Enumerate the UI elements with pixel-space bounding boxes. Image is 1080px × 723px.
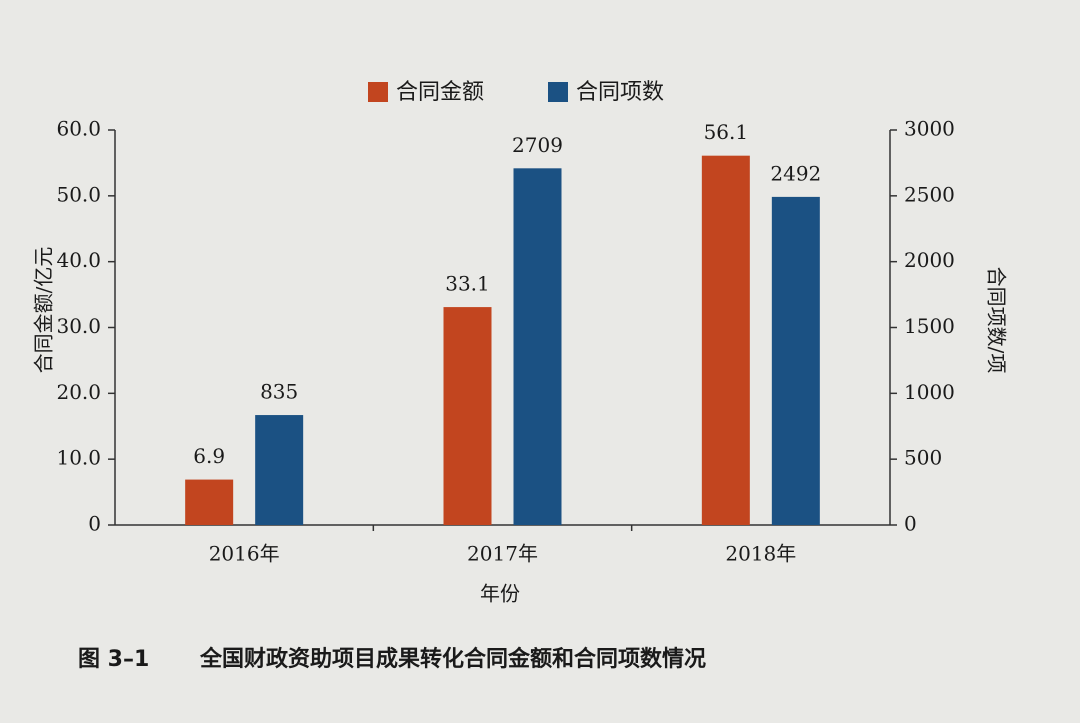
x-tick-label: 2017年 [467,542,538,566]
y2-tick-label: 1000 [904,380,955,404]
data-label: 2709 [512,133,563,157]
x-tick-label: 2016年 [209,542,280,566]
x-axis-title: 年份 [480,582,520,606]
y-tick-label: 20.0 [56,380,101,404]
y-tick-label: 60.0 [56,117,101,141]
y2-tick-label: 0 [904,512,917,536]
y-tick-label: 40.0 [56,248,101,272]
y2-tick-label: 2000 [904,248,955,272]
figure-label: 图 3–1 [78,647,149,672]
y-tick-label: 0 [88,512,101,536]
y-tick-label: 10.0 [56,446,101,470]
data-label: 2492 [770,161,821,185]
y-axis-title: 合同金额/亿元 [32,247,56,374]
y2-tick-label: 3000 [904,117,955,141]
y-tick-label: 30.0 [56,314,101,338]
x-tick-label: 2018年 [725,542,796,566]
legend-label: 合同项数 [576,80,664,105]
bar [771,196,820,526]
bar [701,155,750,526]
bar [443,307,492,525]
legend-label: 合同金额 [396,80,484,105]
legend-swatch [368,82,388,102]
y2-axis-title: 合同项数/项 [985,267,1009,374]
y2-tick-label: 500 [904,446,942,470]
bar [255,415,304,525]
data-label: 33.1 [445,272,490,296]
chart-title: 全国财政资助项目成果转化合同金额和合同项数情况 [199,646,706,672]
bar [513,168,562,525]
y-tick-label: 50.0 [56,182,101,206]
data-label: 835 [260,380,298,404]
data-label: 6.9 [193,444,225,468]
y2-tick-label: 1500 [904,314,955,338]
bar [185,479,234,525]
legend-swatch [548,82,568,102]
y2-tick-label: 2500 [904,182,955,206]
data-label: 56.1 [704,120,749,144]
